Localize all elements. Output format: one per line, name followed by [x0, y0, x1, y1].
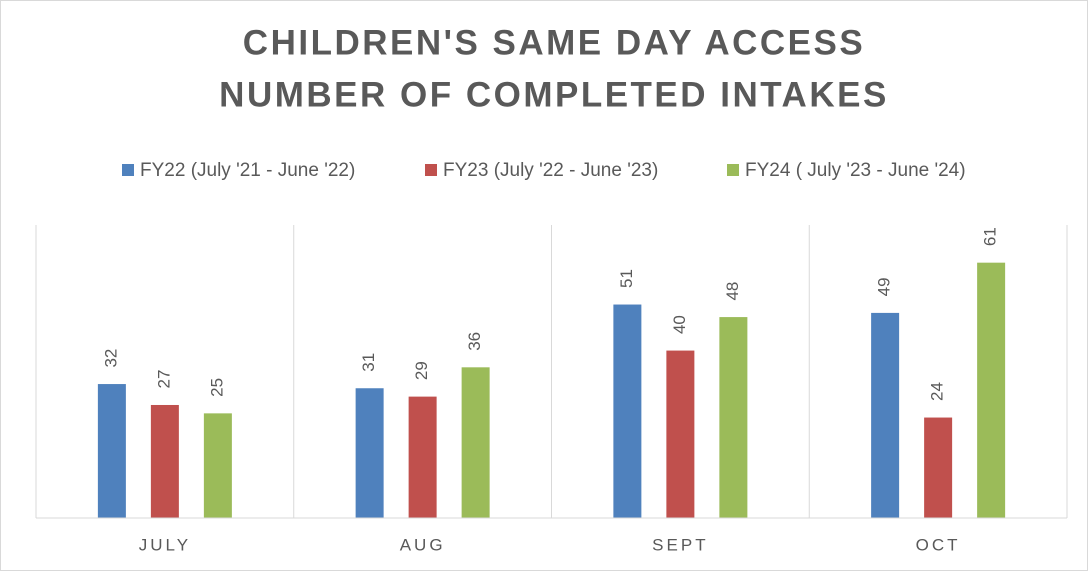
x-tick-label: SEPT [652, 535, 708, 554]
data-label: 51 [617, 269, 636, 288]
x-tick-label: JULY [139, 535, 191, 554]
data-label: 27 [154, 370, 173, 389]
x-tick-label: AUG [400, 535, 446, 554]
bar [924, 417, 953, 518]
bar [150, 404, 179, 518]
data-label: 29 [412, 361, 431, 380]
legend-label: FY22 (July '21 - June '22) [140, 160, 355, 181]
data-label: 40 [670, 315, 689, 334]
chart-title: CHILDREN'S SAME DAY ACCESS [243, 23, 865, 62]
bar [97, 384, 126, 518]
bar [719, 317, 748, 518]
bar [977, 262, 1006, 518]
legend-swatch [425, 164, 437, 176]
data-label: 61 [981, 227, 1000, 246]
x-tick-label: OCT [916, 535, 961, 554]
legend-swatch [727, 164, 739, 176]
data-label: 24 [928, 382, 947, 401]
bar [461, 367, 490, 518]
bar [613, 304, 642, 518]
bar [355, 388, 384, 518]
data-label: 25 [207, 378, 226, 397]
legend-label: FY24 ( July '23 - June '24) [745, 160, 966, 181]
chart-title: NUMBER OF COMPLETED INTAKES [219, 75, 889, 114]
data-label: 49 [875, 277, 894, 296]
bar [203, 413, 232, 518]
bar [871, 312, 900, 518]
data-label: 48 [723, 282, 742, 301]
bar [666, 350, 695, 518]
data-label: 32 [101, 349, 120, 368]
legend-swatch [122, 164, 134, 176]
data-label: 31 [359, 353, 378, 372]
data-label: 36 [465, 332, 484, 351]
bar [408, 396, 437, 518]
legend-label: FY23 (July '22 - June '23) [443, 160, 658, 181]
